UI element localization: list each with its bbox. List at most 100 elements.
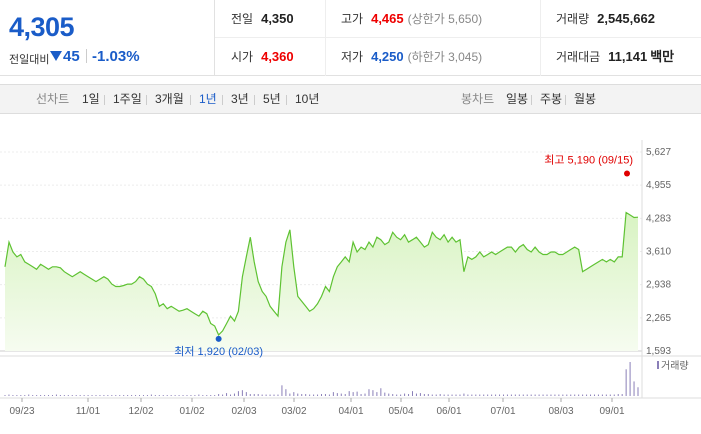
volume-bar	[135, 395, 137, 396]
volume-bar	[455, 394, 457, 396]
price-chart[interactable]: 5,627 4,955 4,283 3,610 2,938 2,265 1,593 09/2…	[0, 140, 701, 434]
volume-bar	[491, 394, 493, 396]
volume-bar	[40, 395, 42, 396]
divider	[222, 95, 223, 105]
period-5y[interactable]: 5년	[263, 92, 281, 106]
period-1d[interactable]: 1일	[82, 92, 100, 106]
volume-bar	[392, 394, 394, 396]
down-triangle-icon	[50, 51, 62, 61]
divider	[190, 95, 191, 105]
volume-bar	[574, 394, 576, 396]
volume-bar	[107, 395, 109, 396]
volume-bar	[202, 395, 204, 396]
low-cell: 저가 4,250 (하한가 3,045)	[341, 38, 482, 76]
volume-bar	[324, 394, 326, 396]
volume-bar	[621, 394, 623, 396]
volume-bar	[55, 394, 57, 396]
volume-bar	[111, 395, 113, 396]
volume-bar	[182, 395, 184, 396]
period-3y[interactable]: 3년	[231, 92, 249, 106]
change-label: 전일대비	[9, 54, 50, 66]
volume-bar	[321, 394, 322, 396]
x-tick-label: 03/02	[281, 406, 306, 417]
volume-bar	[629, 362, 631, 396]
volume-bar	[538, 394, 540, 396]
y-axis: 5,627 4,955 4,283 3,610 2,938 2,265 1,593	[646, 147, 671, 357]
volume-bar	[408, 394, 410, 396]
max-point-marker	[624, 170, 630, 177]
quote-info-table: 전일 4,350 고가 4,465 (상한가 5,650) 거래량 2,545,662 …	[215, 0, 701, 76]
volume-bar	[8, 394, 10, 396]
open-label: 시가	[231, 50, 254, 64]
amount-label: 거래대금	[556, 50, 601, 64]
volume-bar	[590, 394, 592, 396]
period-1y[interactable]: 1년	[199, 92, 217, 106]
volume-bar	[16, 395, 18, 396]
prev-close-value: 4,350	[261, 11, 294, 26]
volume-bar	[526, 394, 528, 396]
volume-bar	[384, 392, 386, 396]
period-1w[interactable]: 1주일	[113, 92, 142, 106]
volume-bar	[166, 395, 168, 396]
volume-bar	[36, 395, 38, 396]
volume-bar	[194, 395, 196, 396]
info-row: 시가 4,360 저가 4,250 (하한가 3,045) 거래대금 11,141 백만	[215, 38, 701, 76]
volume-bar	[170, 395, 172, 396]
volume-bar	[261, 394, 263, 396]
x-axis: 09/23 11/01 12/02 01/02 02/03 03/02 04/01 05/04…	[9, 398, 625, 417]
y-tick-label: 4,283	[646, 213, 671, 224]
volume-bar	[146, 395, 148, 396]
candle-daily[interactable]: 일봉	[506, 92, 529, 106]
high-cell: 고가 4,465 (상한가 5,650)	[341, 0, 482, 38]
volume-bar	[257, 394, 259, 396]
volume-bar	[297, 393, 299, 396]
volume-bar	[582, 394, 584, 396]
volume-bar	[139, 395, 141, 396]
volume-bar	[71, 395, 73, 396]
volume-bar	[376, 392, 378, 396]
y-tick-label: 1,593	[646, 346, 671, 357]
volume-value: 2,545,662	[597, 11, 655, 26]
volume-bar	[558, 394, 560, 396]
volume-label: 거래량	[556, 12, 590, 26]
volume-cell: 거래량 2,545,662	[556, 0, 655, 38]
volume-bar	[578, 394, 580, 396]
period-10y[interactable]: 10년	[295, 92, 320, 106]
volume-bar	[419, 393, 421, 396]
upper-limit: (상한가 5,650)	[407, 12, 483, 26]
volume-bar	[48, 395, 50, 396]
volume-bar	[277, 394, 279, 396]
volume-bar	[150, 394, 152, 396]
volume-bar	[506, 394, 508, 396]
volume-bar	[226, 393, 228, 396]
volume-bar	[479, 394, 481, 396]
max-annotation: 최고 5,190 (09/15)	[544, 154, 633, 167]
volume-bar	[186, 395, 188, 396]
volume-bar	[63, 395, 65, 396]
candle-weekly[interactable]: 주봉	[540, 92, 563, 106]
volume-bar	[222, 394, 224, 396]
volume-bar	[348, 391, 350, 396]
volume-bar	[44, 395, 46, 396]
period-3m[interactable]: 3개월	[155, 92, 184, 106]
low-label: 저가	[341, 50, 364, 64]
volume-bar	[115, 395, 117, 396]
volume-bar	[83, 395, 85, 396]
volume-bar	[265, 394, 267, 396]
volume-bar	[443, 394, 445, 396]
price-line	[4, 211, 639, 336]
volume-bar	[230, 394, 232, 396]
volume-bar	[75, 395, 77, 396]
volume-bar	[332, 392, 334, 396]
volume-bar	[609, 394, 611, 396]
volume-bar	[431, 394, 433, 396]
divider	[254, 95, 255, 105]
volume-bar	[91, 395, 93, 396]
volume-bar	[285, 389, 287, 396]
volume-bar	[562, 394, 564, 396]
volume-bar	[309, 394, 311, 396]
candle-monthly[interactable]: 월봉	[574, 92, 597, 106]
volume-bar	[439, 394, 441, 396]
volume-bar	[499, 394, 501, 396]
volume-bar	[404, 393, 406, 396]
